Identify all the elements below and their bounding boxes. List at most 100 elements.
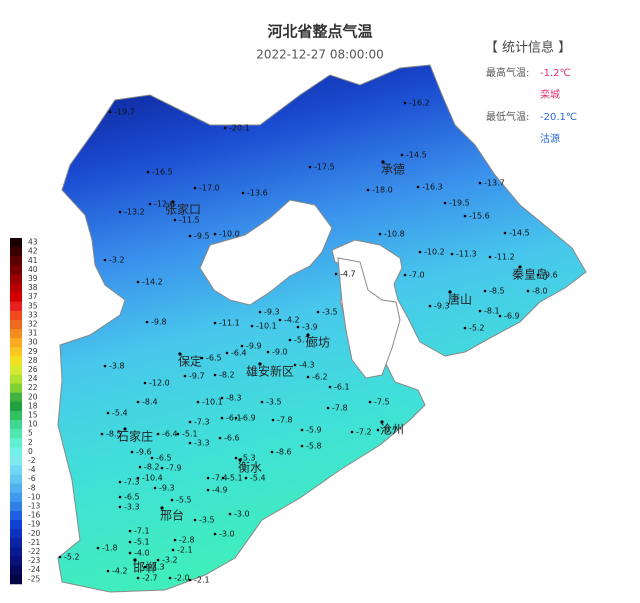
legend-swatch (10, 574, 22, 585)
station-dot (220, 396, 224, 400)
station-dot (225, 351, 229, 355)
station-dot (118, 505, 122, 509)
station-dot (188, 420, 192, 424)
station-dot (173, 218, 177, 222)
station-value: -5.1 (227, 474, 243, 483)
station-value: -6.1 (334, 383, 350, 392)
station-value: -11.3 (456, 250, 477, 259)
station-value: -8.5 (489, 287, 505, 296)
legend-swatch (10, 310, 22, 321)
station-value: -4.2 (284, 316, 300, 325)
station-value: -19.5 (449, 199, 470, 208)
station-dot (188, 578, 192, 582)
station-dot (266, 350, 270, 354)
legend-label: 32 (28, 319, 38, 328)
city-name: 廊坊 (306, 335, 330, 350)
station-dot (306, 375, 310, 379)
legend-swatch (10, 319, 22, 330)
station-value: -5.4 (112, 409, 128, 418)
station-value: -9.3 (264, 308, 280, 317)
station-dot (128, 540, 132, 544)
legend-label: 39 (28, 274, 38, 283)
station-value: -7.9 (166, 464, 182, 473)
title: 河北省整点气温 (267, 23, 372, 41)
station-value: -3.3 (194, 439, 210, 448)
station-value: -6.5 (206, 354, 222, 363)
legend-swatch (10, 392, 22, 403)
station-dot (443, 201, 447, 205)
station-value: -7.8 (277, 416, 293, 425)
legend-swatch (10, 274, 22, 284)
max-value: -1.2℃ (540, 68, 571, 79)
station-dot (96, 546, 100, 550)
station-dot (536, 273, 540, 277)
station-dot (503, 231, 507, 235)
station-dot (258, 310, 262, 314)
station-value: -2.3 (149, 563, 165, 572)
legend-label: -19 (28, 520, 40, 529)
legend-swatch (10, 529, 22, 539)
station-value: -11.5 (179, 216, 200, 225)
legend-swatch (10, 483, 22, 494)
legend-label: -24 (28, 565, 40, 574)
station-dot (463, 326, 467, 330)
station-dot (228, 512, 232, 516)
station-dot (118, 210, 122, 214)
legend-swatch (10, 247, 22, 257)
legend-label: 28 (28, 356, 38, 365)
legend-swatch (10, 520, 22, 530)
station-value: -9.0 (272, 348, 288, 357)
station-value: -10.2 (424, 248, 445, 257)
legend-swatch (10, 511, 22, 521)
city-dot (380, 420, 384, 424)
station-value: -9.6 (136, 448, 152, 457)
min-label: 最低气温: (486, 110, 529, 123)
station-dot (334, 272, 338, 276)
station-dot (213, 373, 217, 377)
station-dot (418, 250, 422, 254)
station-value: -13.6 (247, 189, 268, 198)
time: 2022-12-27 08:00:00 (256, 48, 383, 62)
station-value: -3.0 (234, 510, 250, 519)
station-value: -13.2 (124, 208, 145, 217)
station-value: -6.4 (231, 349, 247, 358)
legend-swatch (10, 292, 22, 303)
station-value: -6.4 (162, 430, 178, 439)
station-dot (488, 255, 492, 259)
station-dot (150, 456, 154, 460)
station-value: -13.7 (484, 179, 505, 188)
city-dot (133, 558, 137, 562)
city-name: 沧州 (380, 422, 404, 437)
beijing-area (199, 199, 333, 306)
station-value: -16.5 (152, 168, 173, 177)
station-dot (220, 416, 224, 420)
station-dot (183, 374, 187, 378)
station-value: -2.7 (142, 574, 158, 583)
station-dot (160, 466, 164, 470)
legend-label: 0 (28, 447, 33, 456)
station-dot (244, 476, 248, 480)
station-value: -4.0 (134, 549, 150, 558)
city-dot (448, 290, 452, 294)
legend-swatch (10, 383, 22, 394)
station-dot (171, 548, 175, 552)
station-dot (316, 310, 320, 314)
station-value: -6.6 (224, 434, 240, 443)
station-value: -9.8 (151, 318, 167, 327)
station-dot (450, 252, 454, 256)
city-dot (518, 265, 522, 269)
legend-label: -25 (28, 574, 40, 583)
legend-swatch (10, 420, 22, 430)
station-value: -14.5 (406, 151, 427, 160)
station-dot (143, 565, 147, 569)
legend-label: -16 (28, 511, 40, 520)
station-value: -10.1 (256, 322, 277, 331)
station-value: -3.3 (124, 503, 140, 512)
legend-label: -20 (28, 529, 40, 538)
station-dot (128, 551, 132, 555)
station-dot (130, 450, 134, 454)
legend-label: 37 (28, 292, 38, 301)
station-dot (206, 476, 210, 480)
legend-label: 29 (28, 347, 38, 356)
station-dot (128, 529, 132, 533)
